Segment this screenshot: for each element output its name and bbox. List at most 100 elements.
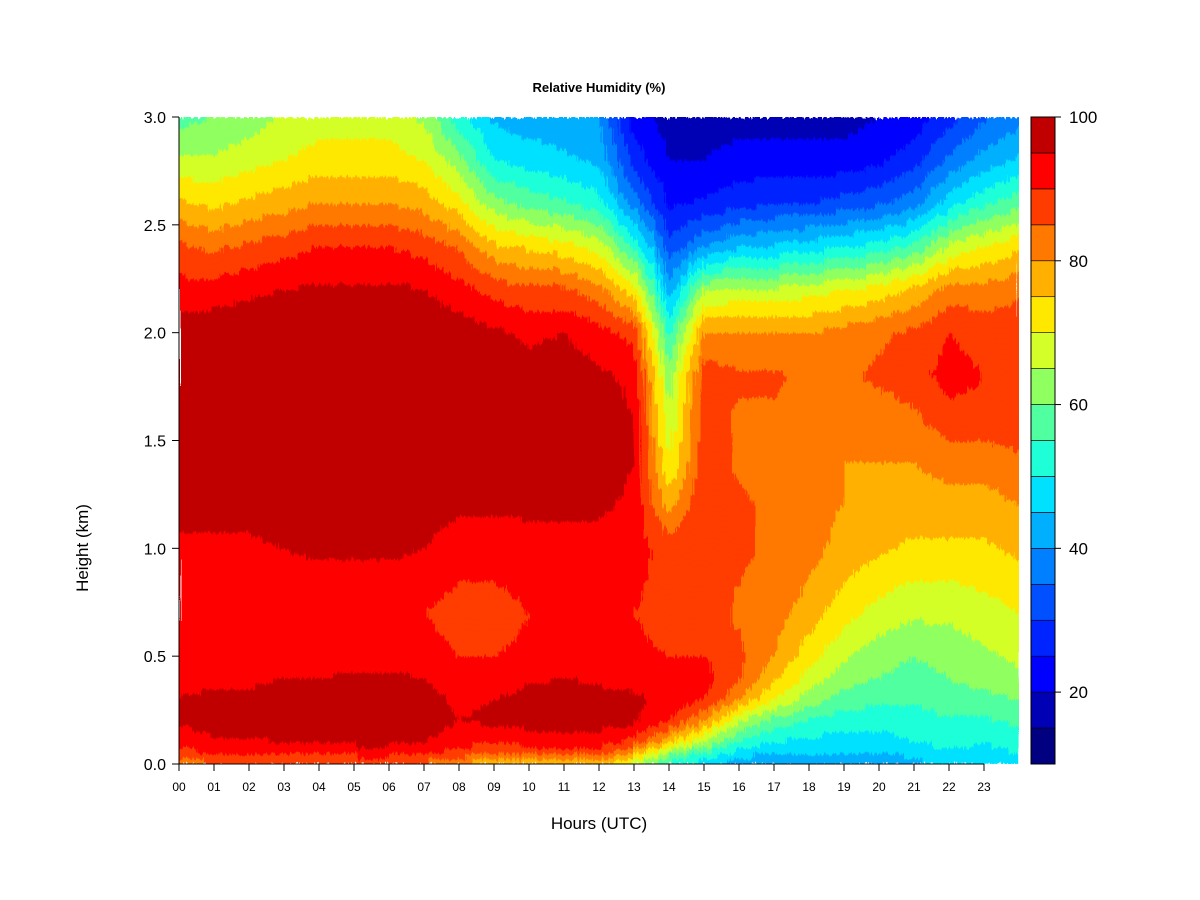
heatmap-cell [253,139,257,145]
heatmap-cell [214,678,218,684]
heatmap-cell [267,376,271,382]
heatmap-cell [270,397,274,403]
heatmap-cell [249,128,253,134]
heatmap-cell [267,451,271,457]
heatmap-cell [260,732,264,738]
heatmap-cell [214,548,218,554]
heatmap-cell [263,559,267,565]
heatmap-cell [256,656,260,662]
heatmap-cell [249,565,253,571]
heatmap-cell [242,133,246,139]
heatmap-cell [239,203,243,209]
heatmap-cell [204,511,208,517]
heatmap-cell [242,511,246,517]
heatmap-cell [225,241,229,247]
heatmap-cell [232,290,236,296]
heatmap-cell [267,414,271,420]
heatmap-cell [211,613,215,619]
heatmap-cell [256,543,260,549]
heatmap-cell [260,586,264,592]
heatmap-cell [204,715,208,721]
heatmap-cell [228,457,232,463]
heatmap-cell [256,252,260,258]
heatmap-cell [232,462,236,468]
heatmap-cell [256,209,260,215]
heatmap-cell [200,478,204,484]
heatmap-cell [267,543,271,549]
heatmap-cell [228,710,232,716]
heatmap-cell [256,608,260,614]
heatmap-cell [239,236,243,242]
heatmap-cell [263,419,267,425]
heatmap-cell [190,435,194,441]
heatmap-cell [221,710,225,716]
heatmap-cell [193,645,197,651]
heatmap-cell [200,608,204,614]
heatmap-cell [200,446,204,452]
heatmap-cell [228,521,232,527]
heatmap-cell [190,565,194,571]
heatmap-cell [242,236,246,242]
heatmap-cell [179,182,183,188]
heatmap-cell [249,694,253,700]
heatmap-cell [179,333,183,339]
heatmap-cell [270,624,274,630]
heatmap-cell [260,570,264,576]
heatmap-cell [214,581,218,587]
heatmap-cell [183,349,187,355]
heatmap-cell [221,333,225,339]
heatmap-cell [193,349,197,355]
heatmap-cell [256,575,260,581]
heatmap-cell [193,715,197,721]
heatmap-cell [249,160,253,166]
heatmap-cell [211,370,215,376]
heatmap-cell [242,279,246,285]
heatmap-cell [186,424,190,430]
heatmap-cell [239,511,243,517]
heatmap-cell [242,467,246,473]
heatmap-cell [235,166,239,172]
heatmap-cell [197,446,201,452]
heatmap-cell [235,694,239,700]
heatmap-cell [235,133,239,139]
heatmap-cell [239,187,243,193]
heatmap-cell [235,149,239,155]
heatmap-cell [190,370,194,376]
heatmap-cell [214,279,218,285]
heatmap-cell [239,451,243,457]
heatmap-cell [267,586,271,592]
heatmap-cell [200,414,204,420]
heatmap-cell [200,343,204,349]
heatmap-cell [207,565,211,571]
heatmap-cell [260,284,264,290]
heatmap-cell [239,360,243,366]
heatmap-cell [235,511,239,517]
heatmap-cell [232,538,236,544]
heatmap-cell [256,333,260,339]
heatmap-cell [214,662,218,668]
heatmap-cell [242,662,246,668]
heatmap-cell [214,133,218,139]
heatmap-cell [249,290,253,296]
heatmap-cell [193,618,197,624]
heatmap-cell [228,408,232,414]
heatmap-cell [200,511,204,517]
heatmap-cell [246,144,250,150]
heatmap-cell [235,122,239,128]
heatmap-cell [214,252,218,258]
heatmap-cell [221,122,225,128]
heatmap-cell [253,419,257,425]
heatmap-cell [211,203,215,209]
heatmap-cell [242,214,246,220]
heatmap-cell [214,338,218,344]
heatmap-cell [183,575,187,581]
heatmap-cell [242,570,246,576]
heatmap-cell [232,732,236,738]
heatmap-cell [256,128,260,134]
heatmap-cell [179,376,183,382]
heatmap-cell [193,441,197,447]
heatmap-cell [214,381,218,387]
heatmap-cell [253,645,257,651]
heatmap-cell [239,290,243,296]
heatmap-cell [249,230,253,236]
